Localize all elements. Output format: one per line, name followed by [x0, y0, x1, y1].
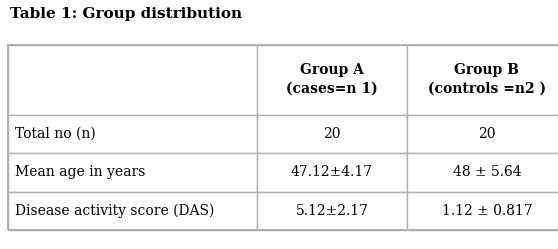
Bar — [257, 115, 407, 153]
Text: 20: 20 — [478, 127, 496, 141]
Bar — [8, 45, 558, 230]
Bar — [257, 192, 407, 230]
Text: 5.12±2.17: 5.12±2.17 — [296, 204, 368, 218]
Text: Disease activity score (DAS): Disease activity score (DAS) — [15, 204, 214, 218]
Text: Group B
(controls =n2 ): Group B (controls =n2 ) — [428, 63, 546, 96]
Text: 1.12 ± 0.817: 1.12 ± 0.817 — [441, 204, 532, 218]
Bar — [8, 153, 257, 192]
Bar — [8, 192, 257, 230]
Bar — [8, 115, 257, 153]
Bar — [407, 153, 558, 192]
Text: 48 ± 5.64: 48 ± 5.64 — [453, 165, 521, 180]
Bar — [257, 45, 407, 115]
Text: 47.12±4.17: 47.12±4.17 — [291, 165, 373, 180]
Bar — [8, 45, 257, 115]
Bar — [407, 45, 558, 115]
Text: Mean age in years: Mean age in years — [15, 165, 146, 180]
Text: 20: 20 — [323, 127, 341, 141]
Text: Group A
(cases=n 1): Group A (cases=n 1) — [286, 63, 378, 96]
Bar — [407, 192, 558, 230]
Text: Table 1: Group distribution: Table 1: Group distribution — [10, 7, 242, 21]
Bar — [257, 153, 407, 192]
Text: Total no (n): Total no (n) — [15, 127, 96, 141]
Bar — [407, 115, 558, 153]
